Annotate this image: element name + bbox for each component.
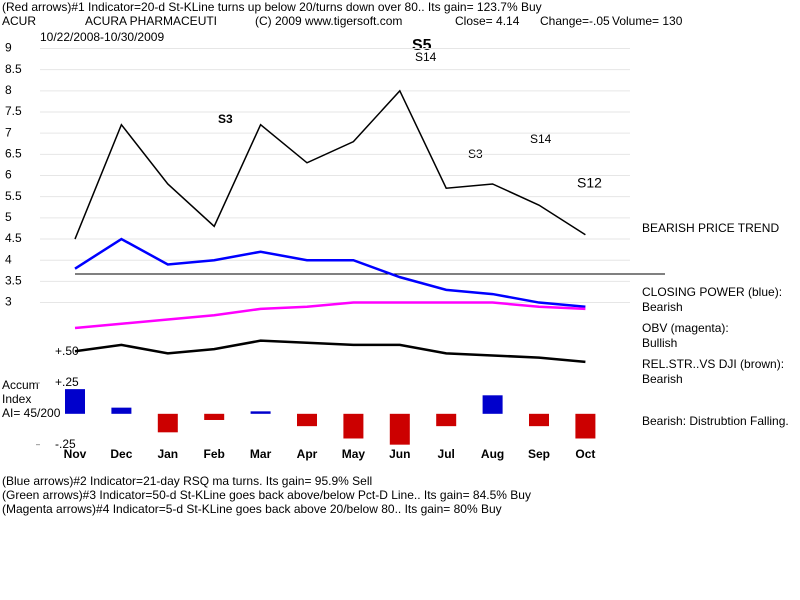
annotation: S12 xyxy=(577,175,602,191)
y-tick-label: 8 xyxy=(5,83,12,97)
footer-line: (Green arrows)#3 Indicator=50-d St-KLine… xyxy=(2,488,531,502)
series-line xyxy=(74,89,586,240)
annotation: S3 xyxy=(218,112,233,126)
legend-entry: OBV (magenta): xyxy=(642,321,729,335)
y-tick-label: 3 xyxy=(5,295,12,309)
legend-entry: CLOSING POWER (blue): xyxy=(642,285,782,299)
verdict: BEARISH PRICE TREND xyxy=(642,221,779,235)
footer-line: (Blue arrows)#2 Indicator=21-day RSQ ma … xyxy=(2,474,372,488)
volume: Volume= 130 xyxy=(612,14,683,28)
bar xyxy=(575,413,596,439)
x-tick-label: Apr xyxy=(297,447,318,461)
bar xyxy=(389,413,410,445)
verdict: Bearish: Distrubtion Falling. xyxy=(642,414,789,428)
panel-note: AI= 45/200 xyxy=(2,406,61,420)
annotation: +.50 xyxy=(55,344,79,358)
annotation: S5 xyxy=(412,37,432,54)
x-tick-label: Aug xyxy=(481,447,504,461)
verdict: Bullish xyxy=(642,336,677,350)
bar xyxy=(157,413,178,433)
x-tick-label: Mar xyxy=(250,447,272,461)
legend-entry: REL.STR..VS DJI (brown): xyxy=(642,357,784,371)
y-tick-label: 3.5 xyxy=(5,274,22,288)
x-tick-label: Jun xyxy=(389,447,410,461)
bar xyxy=(343,413,364,439)
bar xyxy=(65,389,85,414)
x-tick-label: Jul xyxy=(438,447,455,461)
panel-subtitle: Index xyxy=(2,392,31,406)
y-tick-label: 8.5 xyxy=(5,62,22,76)
close: Close= 4.14 xyxy=(455,14,520,28)
bar xyxy=(529,413,549,427)
bar xyxy=(482,395,503,414)
y-tick-label: 6 xyxy=(5,168,12,182)
x-tick-label: Oct xyxy=(575,447,595,461)
header-line: (Red arrows)#1 Indicator=20-d St-KLine t… xyxy=(2,0,542,14)
y-tick-label: 9 xyxy=(5,41,12,55)
symbol: ACUR xyxy=(2,14,36,28)
bar xyxy=(204,413,225,420)
annotation: S14 xyxy=(415,50,437,64)
verdict: Bearish xyxy=(642,372,683,386)
copyright: (C) 2009 www.tigersoft.com xyxy=(255,14,402,28)
y-tick-label: -.25 xyxy=(55,437,76,451)
bar xyxy=(111,407,132,414)
x-tick-label: Jan xyxy=(157,447,178,461)
y-tick-label: 7.5 xyxy=(5,104,22,118)
bar xyxy=(436,413,457,427)
x-tick-label: Feb xyxy=(204,447,225,461)
annotation: S14 xyxy=(530,132,552,146)
x-tick-label: May xyxy=(342,447,366,461)
series-line xyxy=(74,237,586,309)
series-line xyxy=(74,301,586,330)
series-line xyxy=(74,339,586,364)
y-tick-label: 4 xyxy=(5,252,12,266)
company: ACURA PHARMACEUTI xyxy=(85,14,217,28)
x-tick-label: Nov xyxy=(64,447,87,461)
x-tick-label: Sep xyxy=(528,447,550,461)
y-tick-label: 7 xyxy=(5,125,12,139)
bar xyxy=(250,411,271,414)
footer-line: (Magenta arrows)#4 Indicator=5-d St-KLin… xyxy=(2,502,502,516)
date-range: 10/22/2008-10/30/2009 xyxy=(40,30,164,44)
y-tick-label: 4.5 xyxy=(5,231,22,245)
y-tick-label: 5.5 xyxy=(5,189,22,203)
y-tick-label: +.25 xyxy=(55,375,79,389)
x-tick-label: Dec xyxy=(110,447,132,461)
panel-title: Accum xyxy=(2,378,39,392)
verdict: Bearish xyxy=(642,300,683,314)
y-tick-label: 6.5 xyxy=(5,147,22,161)
bar xyxy=(297,413,317,427)
y-tick-label: 5 xyxy=(5,210,12,224)
change: Change=-.05 xyxy=(540,14,610,28)
